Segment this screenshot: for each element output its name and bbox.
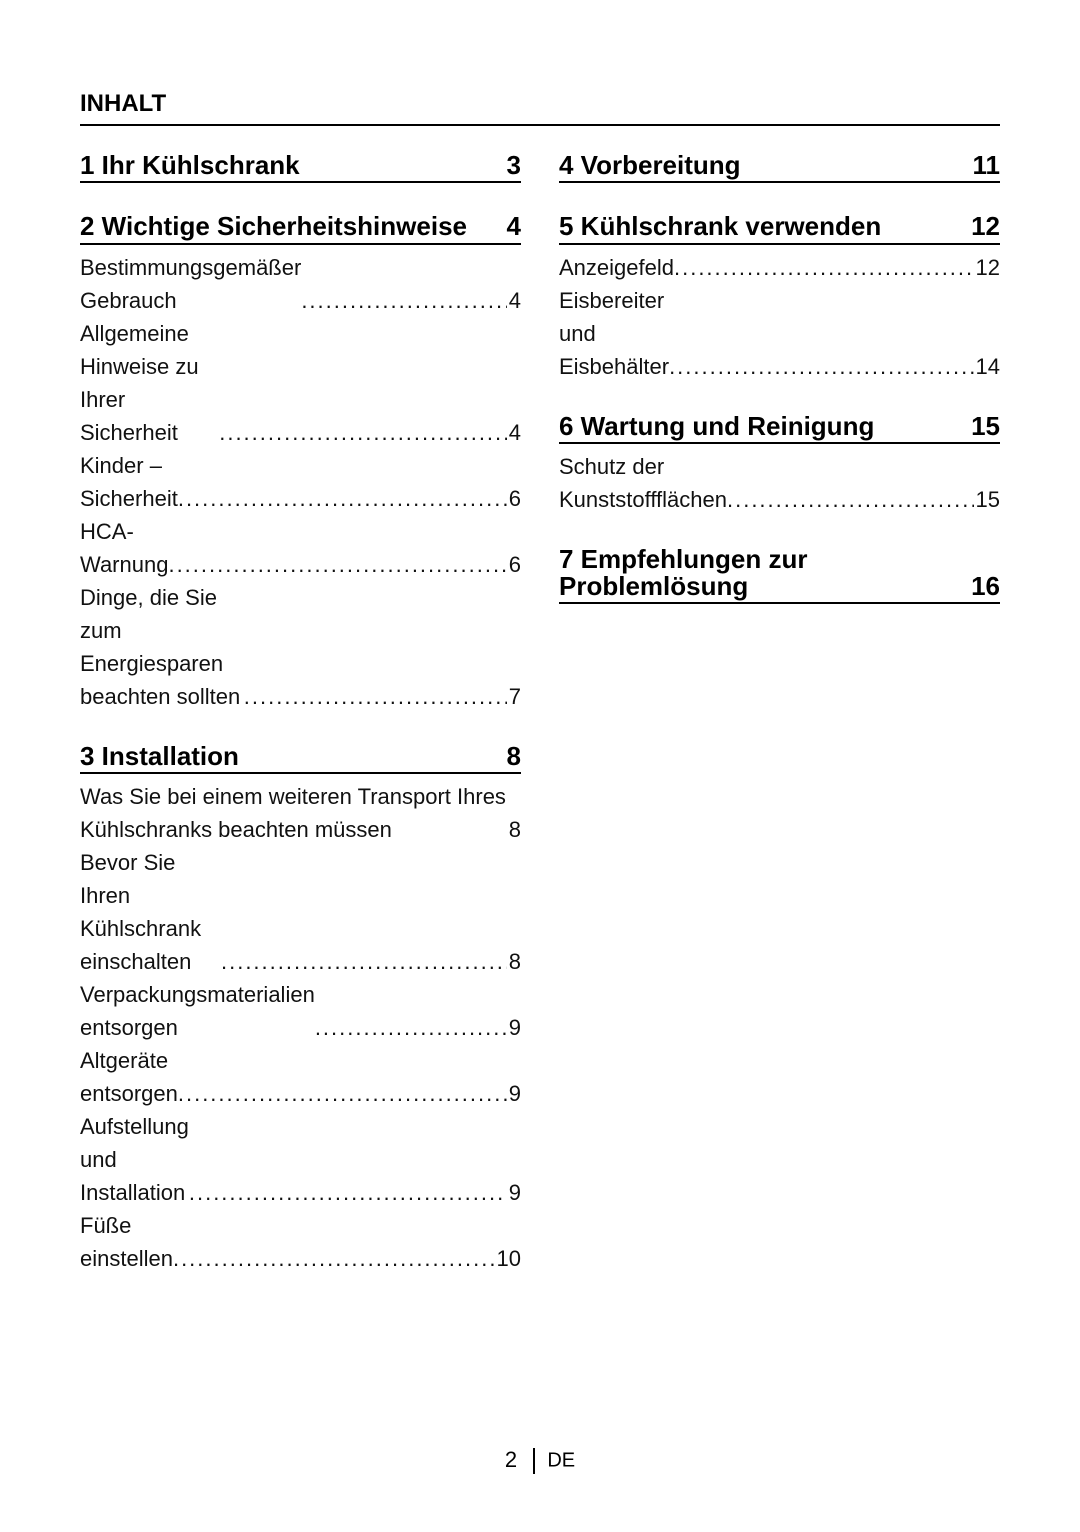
toc-sub-label: Was Sie bei einem weiteren Transport Ihr… xyxy=(80,780,507,846)
toc-section-page: 4 xyxy=(499,213,521,240)
toc-leader-dots xyxy=(178,1077,507,1110)
toc-sub-item[interactable]: Dinge, die Sie zum Energiesparen beachte… xyxy=(80,581,521,713)
toc-sub-label: Füße einstellen xyxy=(80,1209,173,1275)
toc-sub-page: 14 xyxy=(974,350,1000,383)
toc-sub-item[interactable]: Verpackungsmaterialien entsorgen 9 xyxy=(80,978,521,1044)
toc-sub-page: 12 xyxy=(974,251,1000,284)
toc-section-title: 7 Empfehlungen zur Problemlösung xyxy=(559,546,963,601)
toc-section-page: 16 xyxy=(963,573,1000,600)
toc-leader-dots xyxy=(727,483,974,516)
toc-sub-label: Schutz der Kunststoffflächen xyxy=(559,450,727,516)
page-footer: 2 DE xyxy=(0,1447,1080,1474)
toc-sub-page: 6 xyxy=(507,548,521,581)
toc-leader-dots xyxy=(244,680,507,713)
toc-section-page: 3 xyxy=(499,152,521,179)
toc-section: 7 Empfehlungen zur Problemlösung16 xyxy=(559,546,1000,605)
toc-section-page: 11 xyxy=(965,152,1001,179)
toc-section: 4 Vorbereitung11 xyxy=(559,152,1000,183)
toc-section: 2 Wichtige Sicherheitshinweise4Bestimmun… xyxy=(80,213,521,712)
toc-sub-item[interactable]: Anzeigefeld 12 xyxy=(559,251,1000,284)
toc-sub-label: Eisbereiter und Eisbehälter xyxy=(559,284,669,383)
toc-sub-label: Allgemeine Hinweise zu Ihrer Sicherheit xyxy=(80,317,219,449)
toc-sub-label: Anzeigefeld xyxy=(559,251,674,284)
toc-left-column: 1 Ihr Kühlschrank3 2 Wichtige Sicherheits… xyxy=(80,152,521,1305)
toc-right-column: 4 Vorbereitung115 Kühlschrank verwenden1… xyxy=(559,152,1000,1305)
toc-sub-item[interactable]: HCA-Warnung 6 xyxy=(80,515,521,581)
toc-sub-page: 4 xyxy=(507,284,521,317)
toc-sub-page: 9 xyxy=(507,1011,521,1044)
toc-section-header[interactable]: 6 Wartung und Reinigung15 xyxy=(559,413,1000,444)
toc-sub-label: Bestimmungsgemäßer Gebrauch xyxy=(80,251,301,317)
toc-section-page: 8 xyxy=(499,743,521,770)
toc-leader-dots xyxy=(219,416,507,449)
toc-sub-page: 4 xyxy=(507,416,521,449)
toc-sub-item[interactable]: Bevor Sie Ihren Kühlschrank einschalten 8 xyxy=(80,846,521,978)
toc-section: 5 Kühlschrank verwenden12Anzeigefeld12Ei… xyxy=(559,213,1000,382)
toc-section: 3 Installation8Was Sie bei einem weitere… xyxy=(80,743,521,1275)
toc-sub-page: 10 xyxy=(495,1242,521,1275)
toc-sub-item[interactable]: Allgemeine Hinweise zu Ihrer Sicherheit 4 xyxy=(80,317,521,449)
toc-sub-page: 9 xyxy=(507,1176,521,1209)
toc-sub-item[interactable]: Altgeräte entsorgen 9 xyxy=(80,1044,521,1110)
toc-sub-page: 9 xyxy=(507,1077,521,1110)
toc-sub-label: Bevor Sie Ihren Kühlschrank einschalten xyxy=(80,846,221,978)
toc-leader-dots xyxy=(221,945,507,978)
toc-section-title: 6 Wartung und Reinigung xyxy=(559,413,963,440)
toc-section-page: 12 xyxy=(963,213,1000,240)
toc-sub-label: Kinder – Sicherheit xyxy=(80,449,178,515)
toc-leader-dots xyxy=(674,251,974,284)
toc-section-page: 15 xyxy=(963,413,1000,440)
toc-sub-label: Dinge, die Sie zum Energiesparen beachte… xyxy=(80,581,244,713)
toc-sub-page: 8 xyxy=(507,945,521,978)
toc-section-header[interactable]: 7 Empfehlungen zur Problemlösung16 xyxy=(559,546,1000,605)
footer-separator xyxy=(533,1448,535,1474)
toc-section: 1 Ihr Kühlschrank3 xyxy=(80,152,521,183)
toc-section-header[interactable]: 3 Installation8 xyxy=(80,743,521,774)
toc-sub-page: 6 xyxy=(507,482,521,515)
toc-leader-dots xyxy=(178,482,507,515)
toc-sub-item[interactable]: Füße einstellen 10 xyxy=(80,1209,521,1275)
footer-language: DE xyxy=(547,1450,575,1472)
footer-page-number: 2 xyxy=(505,1447,525,1473)
toc-columns: 1 Ihr Kühlschrank3 2 Wichtige Sicherheits… xyxy=(80,152,1000,1305)
toc-leader-dots xyxy=(315,1011,507,1044)
toc-section-title: 2 Wichtige Sicherheitshinweise xyxy=(80,213,499,240)
toc-sub-page: 15 xyxy=(974,483,1000,516)
toc-sub-item[interactable]: Was Sie bei einem weiteren Transport Ihr… xyxy=(80,780,521,846)
toc-section-header[interactable]: 5 Kühlschrank verwenden12 xyxy=(559,213,1000,244)
toc-section-title: 4 Vorbereitung xyxy=(559,152,965,179)
toc-section-header[interactable]: 2 Wichtige Sicherheitshinweise4 xyxy=(80,213,521,244)
toc-sub-item[interactable]: Kinder – Sicherheit 6 xyxy=(80,449,521,515)
toc-sub-label: Verpackungsmaterialien entsorgen xyxy=(80,978,315,1044)
toc-sub-page: 8 xyxy=(507,813,521,846)
toc-sub-label: Altgeräte entsorgen xyxy=(80,1044,178,1110)
toc-sub-item[interactable]: Eisbereiter und Eisbehälter 14 xyxy=(559,284,1000,383)
toc-leader-dots xyxy=(168,548,506,581)
toc-sub-label: HCA-Warnung xyxy=(80,515,168,581)
toc-section-header[interactable]: 4 Vorbereitung11 xyxy=(559,152,1000,183)
toc-section-title: 5 Kühlschrank verwenden xyxy=(559,213,963,240)
toc-section: 6 Wartung und Reinigung15Schutz der Kuns… xyxy=(559,413,1000,516)
toc-leader-dots xyxy=(189,1176,507,1209)
page-title: INHALT xyxy=(80,90,1000,126)
toc-sub-item[interactable]: Aufstellung und Installation 9 xyxy=(80,1110,521,1209)
toc-section-header[interactable]: 1 Ihr Kühlschrank3 xyxy=(80,152,521,183)
toc-leader-dots xyxy=(669,350,973,383)
toc-section-title: 1 Ihr Kühlschrank xyxy=(80,152,499,179)
toc-sub-label: Aufstellung und Installation xyxy=(80,1110,189,1209)
toc-leader-dots xyxy=(173,1242,495,1275)
toc-sub-item[interactable]: Bestimmungsgemäßer Gebrauch 4 xyxy=(80,251,521,317)
toc-leader-dots xyxy=(301,284,506,317)
toc-sub-page: 7 xyxy=(507,680,521,713)
toc-sub-item[interactable]: Schutz der Kunststoffflächen 15 xyxy=(559,450,1000,516)
toc-section-title: 3 Installation xyxy=(80,743,499,770)
